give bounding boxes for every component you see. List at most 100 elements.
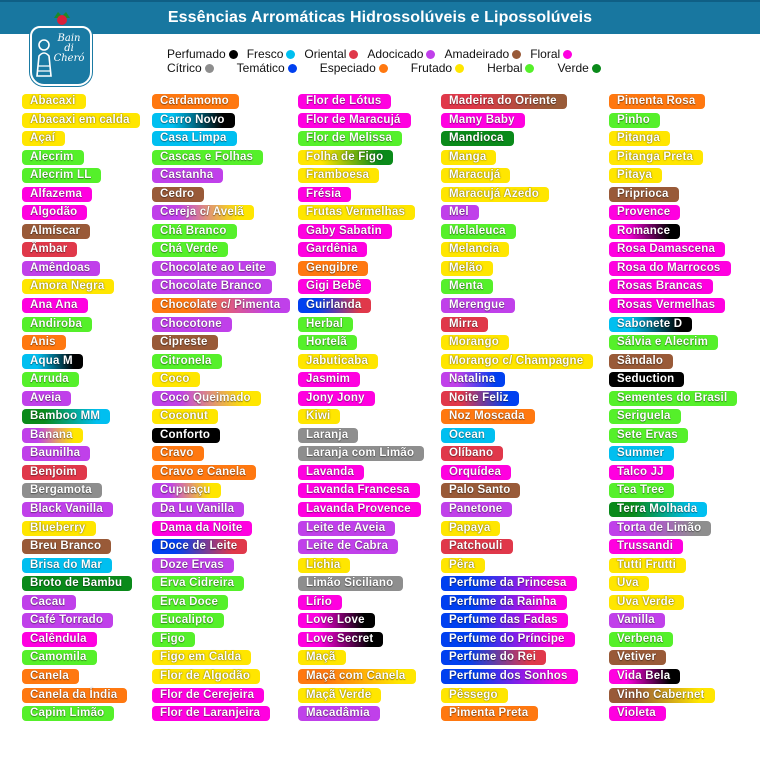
essence-tag: Rosa Damascena — [609, 242, 726, 258]
essence-tag: Pitanga Preta — [609, 149, 704, 165]
essence-tag: Dama da Noite — [152, 520, 253, 536]
essence-tag: Erva Doce — [152, 594, 229, 610]
essence-tag: Priprioca — [609, 186, 679, 202]
essence-tag: Lichia — [298, 557, 351, 573]
essence-tag: Flor de Laranjeira — [152, 706, 271, 722]
essence-tag: Café Torrado — [22, 613, 114, 629]
legend-label: Floral — [530, 47, 561, 61]
essence-tag: Camomila — [22, 650, 97, 666]
essence-tag: Chocolate Branco — [152, 279, 272, 295]
essence-tag: Citronela — [152, 353, 222, 369]
essence-tag: Chocolate c/ Pimenta — [152, 298, 291, 314]
essence-tag: Pimenta Preta — [441, 706, 539, 722]
legend-row: Cítrico Temático Especiado Frutado Herbal Ver… — [167, 61, 605, 75]
essence-tag: Erva Cidreira — [152, 576, 245, 592]
essence-tag: Black Vanilla — [22, 502, 113, 518]
essence-tag: Papaya — [441, 520, 501, 536]
essence-tag: Capim Limão — [22, 706, 115, 722]
legend-dot-icon — [378, 63, 388, 73]
lady-figure-icon — [36, 39, 52, 77]
essence-tag: Lavanda — [298, 464, 365, 480]
essence-tag: Merengue — [441, 298, 515, 314]
essence-tag: Terra Molhada — [609, 502, 708, 518]
essence-tag: Mamy Baby — [441, 112, 525, 128]
essence-tag: Carro Novo — [152, 112, 235, 128]
essence-tag: Panetone — [441, 502, 513, 518]
essence-tag: Gardênia — [298, 242, 368, 258]
essence-tag: Seriguela — [609, 409, 681, 425]
legend-label: Oriental — [304, 47, 347, 61]
legend-label: Herbal — [487, 61, 523, 75]
essence-tag: Ocean — [441, 427, 496, 443]
essence-tag: Aveia — [22, 390, 72, 406]
legend-dot-icon — [426, 49, 436, 59]
essence-tag: Jony Jony — [298, 390, 375, 406]
essence-tag: Abacaxi em calda — [22, 112, 140, 128]
essence-tag: Laranja — [298, 427, 359, 443]
essence-tag: Bamboo MM — [22, 409, 111, 425]
essence-tag: Frutas Vermelhas — [298, 205, 416, 221]
essence-tag: Vida Bela — [609, 668, 681, 684]
legend-dot-icon — [349, 49, 359, 59]
essence-tag: Vetiver — [609, 650, 667, 666]
essence-tag: Coconut — [152, 409, 219, 425]
essence-tag: Cravo — [152, 446, 204, 462]
legend-item: Cítrico — [167, 61, 214, 75]
legend-label: Temático — [236, 61, 285, 75]
essence-tag: Cedro — [152, 186, 205, 202]
legend-label: Frutado — [410, 61, 453, 75]
essence-tag: Gaby Sabatin — [298, 223, 392, 239]
legend-dot-icon — [204, 63, 214, 73]
essence-column: Abacaxi Abacaxi em calda Açaí Alecrim Alecri… — [22, 94, 140, 725]
legend-label: Especiado — [319, 61, 376, 75]
essence-tag: Laranja com Limão — [298, 446, 425, 462]
legend-item: Adocicado — [367, 47, 436, 61]
essence-tag: Flor de Maracujá — [298, 112, 411, 128]
essence-tag: Madeira do Oriente — [441, 94, 567, 109]
essence-tag: Amora Negra — [22, 279, 115, 295]
essence-tag: Alecrim — [22, 149, 84, 165]
legend-item: Frutado — [410, 61, 465, 75]
legend-item: Oriental — [304, 47, 359, 61]
essence-tag: Noite Feliz — [441, 390, 519, 406]
essence-tag: Jabuticaba — [298, 353, 379, 369]
essence-tag: Folha de Figo — [298, 149, 394, 165]
essence-tag: Frésia — [298, 186, 352, 202]
essence-tag: Arruda — [22, 372, 79, 388]
legend-label: Adocicado — [367, 47, 424, 61]
essence-tag: Alecrim LL — [22, 168, 102, 184]
essence-tag: Broto de Bambu — [22, 576, 133, 592]
legend-dot-icon — [228, 49, 238, 59]
essence-tag: Trussandi — [609, 539, 684, 555]
essence-tag: Limão Siciliano — [298, 576, 404, 592]
essence-tag: Love Love — [298, 613, 375, 629]
essence-tag: Tea Tree — [609, 483, 675, 499]
essence-tag: Brisa do Mar — [22, 557, 113, 573]
essence-tag: Anis — [22, 335, 66, 351]
essence-tag: Doze Ervas — [152, 557, 235, 573]
essence-tag: Cardamomo — [152, 94, 239, 109]
essence-tag: Eucalipto — [152, 613, 224, 629]
essence-tag: Chocotone — [152, 316, 232, 332]
essence-tag: Chá Verde — [152, 242, 229, 258]
essence-tag: Perfume da Rainha — [441, 594, 567, 610]
essence-tag: Figo em Calda — [152, 650, 252, 666]
essence-tag: Guirlanda — [298, 298, 372, 314]
essence-tag: Lavanda Francesa — [298, 483, 420, 499]
essence-tag: Coco Queimado — [152, 390, 261, 406]
essence-tag: Olíbano — [441, 446, 504, 462]
essence-tag: Chá Branco — [152, 223, 237, 239]
essence-tag: Benjoim — [22, 464, 87, 480]
essence-tag: Lírio — [298, 594, 342, 610]
essence-tag: Breu Branco — [22, 539, 112, 555]
essence-column: Cardamomo Carro Novo Casa Limpa Cascas e Fo… — [152, 94, 291, 725]
legend-item: Fresco — [247, 47, 296, 61]
essence-tag: Almíscar — [22, 223, 91, 239]
essence-tag: Menta — [441, 279, 494, 295]
legend-dot-icon — [525, 63, 535, 73]
legend-item: Amadeirado — [444, 47, 522, 61]
essence-tag: Tutti Frutti — [609, 557, 687, 573]
essence-tag: Alfazema — [22, 186, 93, 202]
essence-tag: Cascas e Folhas — [152, 149, 264, 165]
essence-tag: Pitanga — [609, 131, 670, 147]
